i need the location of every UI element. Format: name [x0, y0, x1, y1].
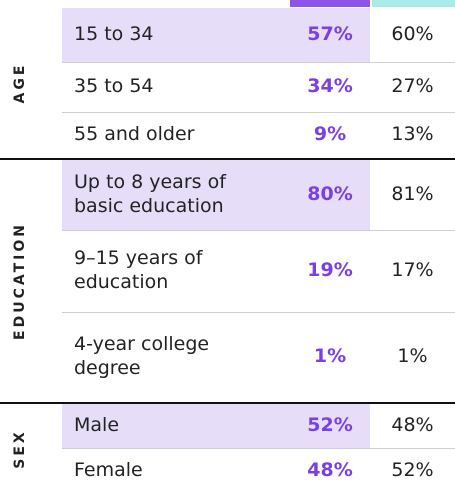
- group-label: SEX: [12, 429, 28, 469]
- group-separator: [0, 158, 455, 160]
- row-label-text: 4-year college degree: [74, 333, 210, 379]
- compare-value: 13%: [391, 123, 434, 146]
- value: 9%: [313, 123, 347, 146]
- compare-value: 48%: [391, 414, 434, 437]
- row-separator: [62, 62, 455, 63]
- row-label: 4-year college degree: [62, 312, 290, 402]
- row-label-text: 15 to 34: [74, 23, 154, 46]
- row-label-text: Male: [74, 414, 120, 437]
- row-label-text: 55 and older: [74, 123, 195, 146]
- row-label-text: 9–15 years of education: [74, 247, 203, 293]
- column-marker: [372, 0, 455, 7]
- row-label-text: Female: [74, 459, 143, 482]
- row-label: 55 and older: [62, 112, 290, 158]
- value: 1%: [313, 345, 347, 368]
- row-label: Female: [62, 448, 290, 494]
- row-separator: [62, 112, 455, 113]
- row-separator: [62, 230, 455, 231]
- value: 48%: [307, 459, 353, 482]
- value: 80%: [290, 160, 370, 230]
- row-label: Up to 8 years of basic education: [62, 160, 290, 230]
- row-label: Male: [62, 404, 290, 448]
- column-marker: [290, 0, 370, 7]
- value: 57%: [290, 8, 370, 62]
- row-separator: [62, 448, 455, 449]
- compare-value: 52%: [391, 459, 434, 482]
- compare-value: 27%: [391, 75, 434, 98]
- compare-value: 60%: [391, 23, 434, 46]
- row-label-text: Up to 8 years of basic education: [74, 171, 226, 217]
- row-label: 15 to 34: [62, 8, 290, 62]
- row-label: 35 to 54: [62, 62, 290, 112]
- compare-value: 81%: [391, 183, 434, 206]
- value: 34%: [307, 75, 353, 98]
- row-label: 9–15 years of education: [62, 230, 290, 312]
- group-label: EDUCATION: [12, 222, 28, 340]
- group-label: AGE: [12, 62, 28, 104]
- compare-value: 17%: [391, 259, 434, 282]
- row-label-text: 35 to 54: [74, 75, 154, 98]
- value: 52%: [290, 404, 370, 448]
- value: 19%: [307, 259, 353, 282]
- group-separator: [0, 402, 455, 404]
- compare-value: 1%: [397, 345, 428, 368]
- row-separator: [62, 312, 455, 313]
